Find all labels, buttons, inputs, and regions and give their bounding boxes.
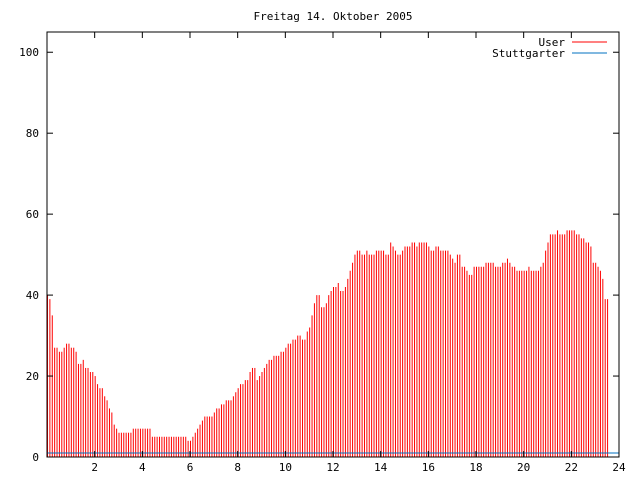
legend: User Stuttgarter (492, 36, 607, 60)
y-tick-label: 0 (32, 451, 39, 464)
x-tick-label: 22 (565, 461, 578, 474)
x-tick-label: 14 (374, 461, 388, 474)
y-tick-label: 40 (26, 289, 39, 302)
legend-label-stuttgarter: Stuttgarter (492, 47, 565, 60)
x-tick-label: 20 (517, 461, 530, 474)
y-tick-label: 20 (26, 370, 39, 383)
y-tick-label: 100 (19, 46, 39, 59)
legend-label-user: User (539, 36, 566, 49)
chart-title: Freitag 14. Oktober 2005 (254, 10, 413, 23)
x-tick-label: 8 (234, 461, 241, 474)
x-tick-label: 24 (612, 461, 626, 474)
x-tick-label: 16 (422, 461, 435, 474)
y-tick-label: 80 (26, 127, 39, 140)
x-tick-label: 6 (187, 461, 194, 474)
x-tick-label: 18 (469, 461, 482, 474)
plot-area (47, 230, 619, 457)
x-tick-label: 10 (279, 461, 292, 474)
x-tick-label: 12 (326, 461, 339, 474)
x-tick-label: 4 (139, 461, 146, 474)
x-tick-label: 2 (91, 461, 98, 474)
y-tick-label: 60 (26, 208, 39, 221)
